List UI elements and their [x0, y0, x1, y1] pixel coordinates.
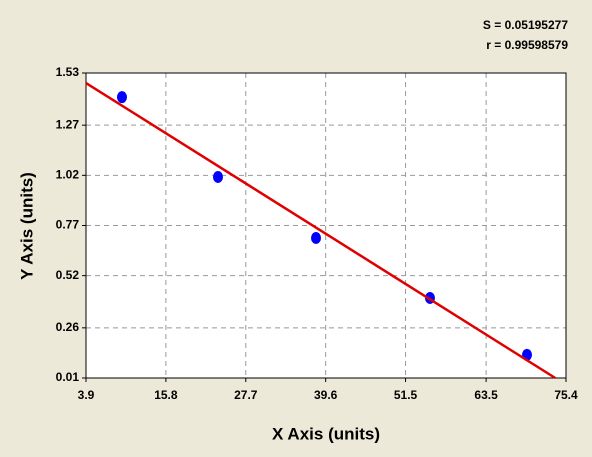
y-tick-label: 0.01 [56, 370, 80, 384]
y-tick-label: 0.77 [56, 218, 80, 232]
data-point [310, 231, 321, 244]
y-axis-label: Y Axis (units) [17, 172, 36, 280]
x-axis-label: X Axis (units) [272, 424, 380, 443]
x-tick-label: 15.8 [154, 388, 178, 402]
x-tick-label: 51.5 [394, 388, 418, 402]
data-point [116, 91, 127, 104]
x-tick-label: 39.6 [314, 388, 338, 402]
y-tick-label: 0.52 [56, 268, 80, 282]
y-tick-label: 1.53 [56, 65, 80, 79]
data-point [212, 170, 223, 183]
plot-border [85, 72, 567, 379]
x-tick-label: 27.7 [234, 388, 258, 402]
x-tick-label: 75.4 [554, 388, 578, 402]
y-tick-label: 1.02 [56, 168, 80, 182]
y-tick-label: 1.27 [56, 117, 80, 131]
fit-line [85, 81, 556, 380]
annotation: r = 0.99598579 [486, 38, 568, 52]
x-tick-label: 3.9 [78, 388, 95, 402]
annotation: S = 0.05195277 [483, 18, 568, 32]
x-tick-label: 63.5 [474, 388, 498, 402]
y-tick-label: 0.26 [56, 320, 80, 334]
